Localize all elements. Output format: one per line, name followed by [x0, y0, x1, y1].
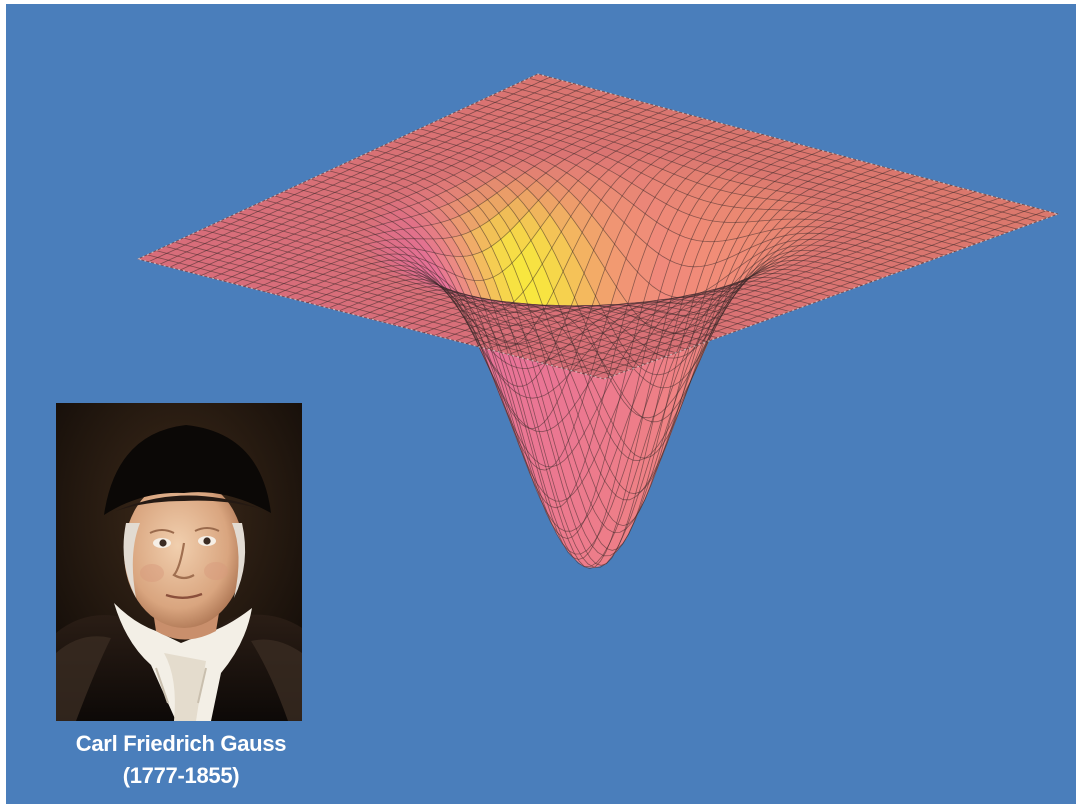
mesh-line: [346, 161, 842, 568]
mesh-line: [455, 169, 893, 359]
mesh-line: [492, 94, 1007, 234]
mesh-line: [428, 124, 935, 268]
mesh-line: [508, 185, 952, 355]
mesh-line: [519, 82, 1038, 222]
mesh-line: [392, 150, 822, 551]
portrait-caption: Carl Friedrich Gauss (1777-1855): [36, 728, 326, 792]
mesh-line: [365, 153, 863, 533]
mesh-line: [561, 200, 1011, 369]
mesh-line: [419, 128, 925, 298]
mesh-line: [413, 156, 846, 495]
mesh-line: [401, 136, 904, 376]
mesh-line: [593, 210, 1047, 377]
mesh-line: [410, 132, 914, 335]
mesh-line: [465, 107, 976, 245]
mesh-line: [510, 86, 1028, 226]
mesh-line: [540, 194, 988, 363]
mesh-line: [483, 98, 997, 237]
mesh-line: [550, 197, 1000, 366]
mesh-line: [402, 153, 834, 527]
mesh-line: [437, 119, 945, 256]
mesh-line: [474, 103, 986, 241]
mesh-line: [370, 143, 799, 570]
mesh-line: [444, 165, 881, 389]
mesh-line: [497, 181, 940, 353]
mesh-line: [383, 145, 883, 461]
mesh-line: [447, 115, 955, 252]
mesh-line: [456, 111, 966, 249]
mesh-line: [501, 90, 1017, 230]
mesh-line: [528, 77, 1048, 219]
mesh-line: [434, 162, 870, 423]
mesh-line: [572, 204, 1023, 372]
mesh-line: [582, 207, 1035, 374]
mesh-line: [466, 172, 905, 344]
mesh-line: [519, 188, 964, 358]
gaussian-surface-plot: [136, 73, 1060, 570]
caption-years: (1777-1855): [122, 763, 240, 788]
surface-mesh: [136, 73, 1060, 570]
slide: Carl Friedrich Gauss (1777-1855): [6, 4, 1076, 804]
mesh-line: [423, 159, 858, 459]
mesh-line: [487, 178, 929, 350]
mesh-line: [374, 149, 873, 501]
mesh-line: [529, 191, 976, 361]
mesh-line: [476, 175, 917, 347]
caption-name: Carl Friedrich Gauss: [75, 731, 287, 756]
mesh-line: [381, 146, 810, 566]
portrait-image: [56, 403, 302, 721]
mesh-line: [356, 157, 852, 557]
